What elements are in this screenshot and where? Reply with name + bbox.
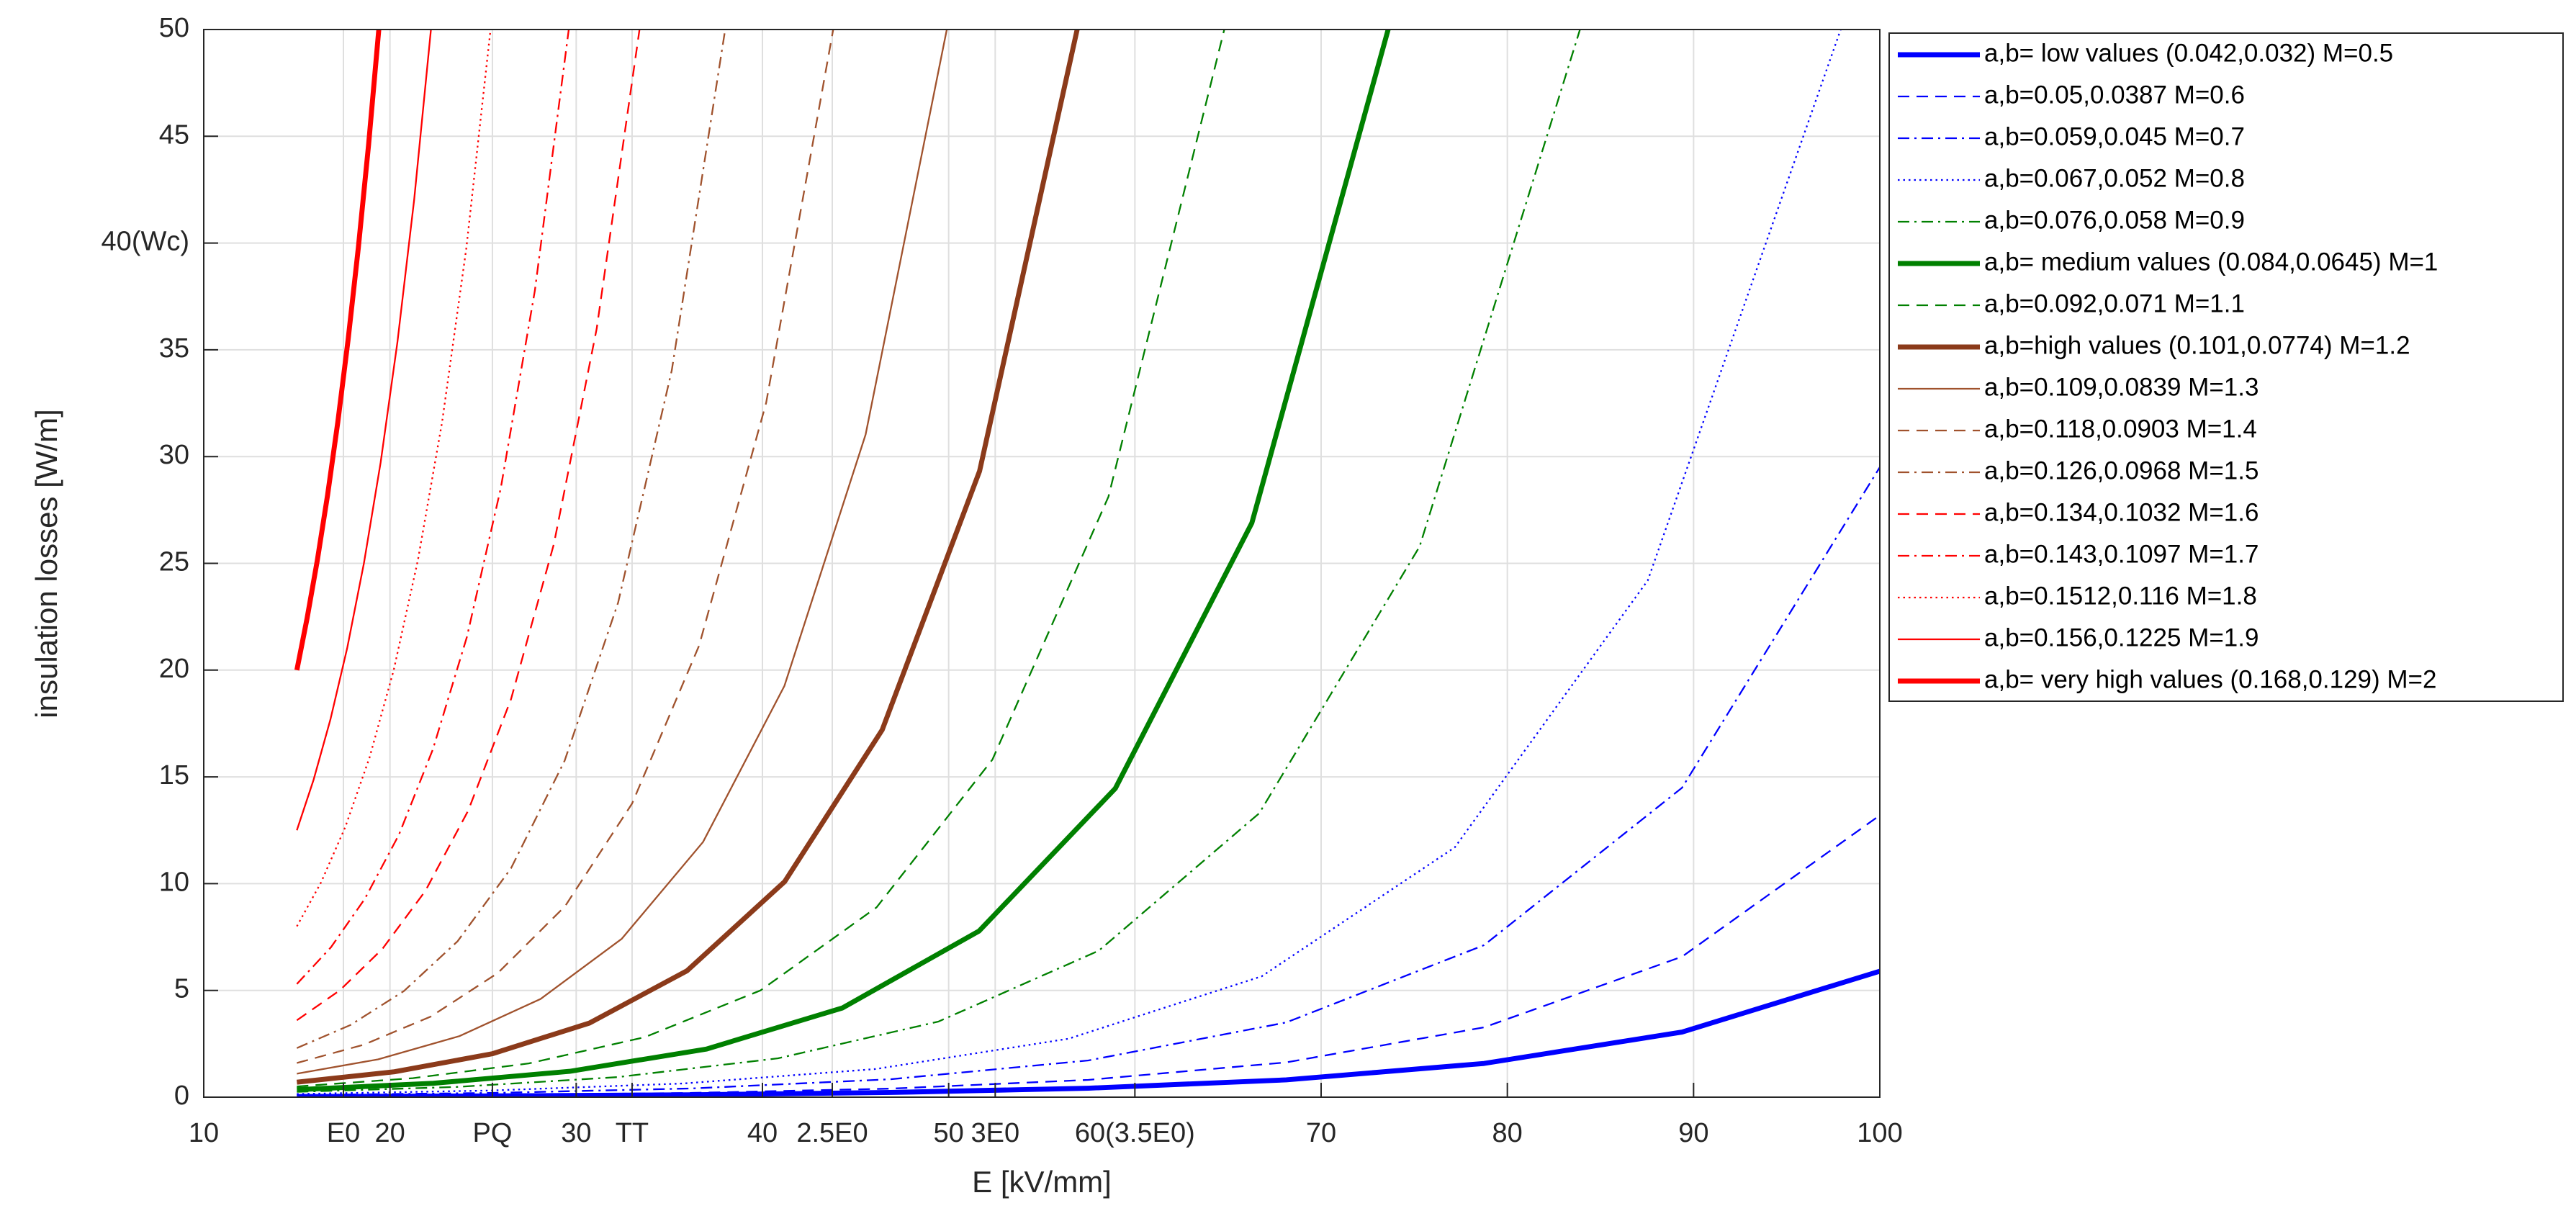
legend-label: a,b=0.126,0.0968 M=1.5 [1984,456,2258,485]
series-line [297,30,1391,1093]
series-line [297,30,834,1064]
series-line [297,968,1880,1097]
legend-label: a,b= low values (0.042,0.032) M=0.5 [1984,39,2393,67]
legend-label: a,b=0.134,0.1032 M=1.6 [1984,498,2258,526]
x-tick-label: 50 [934,1118,964,1148]
legend-label: a,b=0.059,0.045 M=0.7 [1984,122,2245,150]
y-tick-label: 25 [159,547,189,577]
legend-label: a,b=0.067,0.052 M=0.8 [1984,164,2245,192]
series-group [294,30,1880,1097]
x-tick-label: 100 [1857,1118,1902,1148]
series-line [294,30,382,671]
series-line [296,30,1080,1085]
series-line [296,30,641,1022]
legend-label: a,b=0.05,0.0387 M=0.6 [1984,81,2245,109]
legend-label: a,b=high values (0.101,0.0774) M=1.2 [1984,331,2410,359]
legend-label: a,b=0.092,0.071 M=1.1 [1984,289,2245,317]
legend-label: a,b=0.143,0.1097 M=1.7 [1984,540,2258,568]
x-tick-label: 3E0 [971,1118,1020,1148]
legend-label: a,b=0.076,0.058 M=0.9 [1984,206,2245,234]
x-tick-label: 30 [561,1118,591,1148]
x-tick-label: 60(3.5E0) [1075,1118,1195,1148]
y-tick-label: 15 [159,760,189,790]
x-tick-label: 20 [375,1118,405,1148]
x-tick-label: 70 [1306,1118,1336,1148]
x-tick-label: TT [616,1118,649,1148]
series-line [296,30,726,1049]
legend-label: a,b=0.156,0.1225 M=1.9 [1984,623,2258,652]
y-axis-label: insulation losses [W/m] [30,409,63,718]
x-tick-label: E0 [327,1118,360,1148]
series-line [297,30,1581,1093]
x-axis-label: E [kV/mm] [972,1165,1112,1199]
series-line [297,814,1880,1097]
x-tick-label: 80 [1492,1118,1523,1148]
y-tick-label: 5 [174,974,189,1004]
series-line [297,30,1225,1088]
x-tick-label: 2.5E0 [796,1118,868,1148]
series-line [296,30,432,831]
series-line [296,30,492,927]
x-tick-label: 10 [189,1118,219,1148]
y-tick-label: 0 [174,1081,189,1111]
legend-label: a,b=0.1512,0.116 M=1.8 [1984,582,2257,610]
legend-label: a,b= medium values (0.084,0.0645) M=1 [1984,248,2438,276]
legend-label: a,b= very high values (0.168,0.129) M=2 [1984,665,2436,693]
y-tick-label: 30 [159,440,189,470]
series-line [297,467,1880,1096]
y-tick-label: 20 [159,654,189,684]
legend-label: a,b=0.118,0.0903 M=1.4 [1984,415,2257,443]
series-line [297,30,948,1075]
legend-box [1888,32,2564,702]
ticks: 10 E0 20 PQ 30 TT 40 2.5E0 50 3E0 60(3.5E0) 70 80 90 1… [102,13,1903,1148]
legend: a,b= low values (0.042,0.032) M=0.5 a,b=0… [1898,39,2438,693]
y-tick-label: 10 [159,867,189,897]
x-tick-label: 40 [747,1118,778,1148]
x-tick-label: PQ [472,1118,512,1148]
y-tick-label: 45 [159,120,189,150]
y-tick-label: 40(Wc) [102,227,189,257]
y-tick-label: 50 [159,13,189,43]
x-tick-label: 90 [1678,1118,1708,1148]
legend-label: a,b=0.109,0.0839 M=1.3 [1984,373,2258,401]
y-tick-label: 35 [159,333,189,364]
